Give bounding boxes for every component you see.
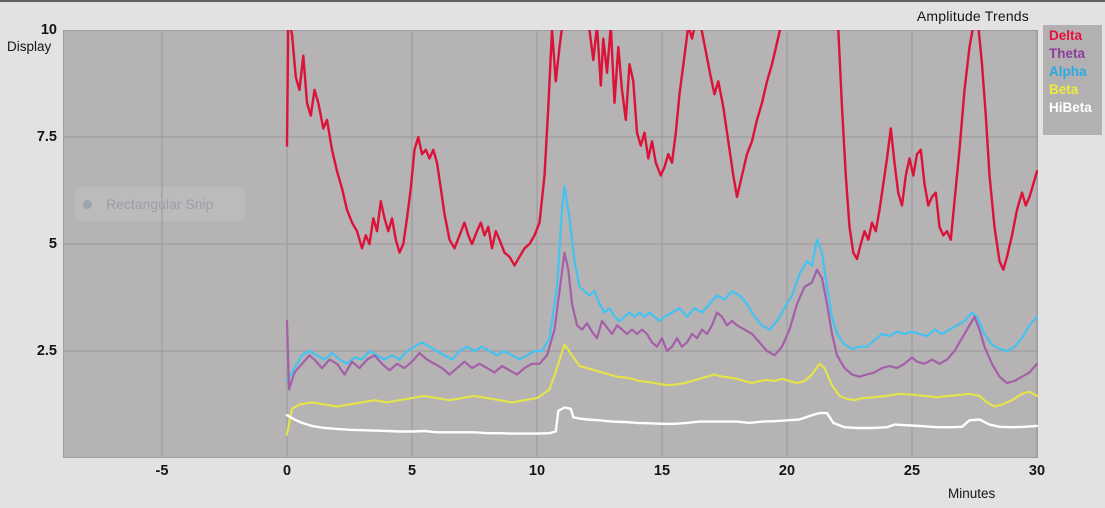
- x-tick-label: 20: [778, 463, 796, 479]
- legend-item-delta: Delta: [1049, 28, 1083, 43]
- snip-ghost-label: Rectangular Snip: [106, 196, 214, 212]
- x-tick-label: 25: [903, 463, 921, 479]
- legend-item-alpha: Alpha: [1049, 64, 1087, 79]
- x-axis-unit-label: Minutes: [948, 486, 996, 501]
- x-tick-label: 15: [653, 463, 671, 479]
- x-tick-label: 10: [528, 463, 546, 479]
- y-axis-unit-label: Display: [7, 39, 52, 54]
- legend-item-theta: Theta: [1049, 46, 1086, 61]
- trend-line-hibeta: [285, 406, 1038, 435]
- trend-plot-svg: [63, 30, 1038, 458]
- x-tick-label: 30: [1028, 463, 1046, 479]
- x-tick-label: 0: [282, 463, 292, 479]
- snip-ghost-dot-icon: [83, 199, 92, 209]
- y-tick-label: 10: [40, 22, 57, 38]
- trend-line-alpha: [285, 185, 1038, 383]
- x-tick-label: -5: [155, 463, 169, 479]
- trend-line-theta: [285, 251, 1038, 391]
- y-tick-label: 2.5: [36, 343, 57, 359]
- trend-line-beta: [285, 343, 1038, 436]
- legend-item-hibeta: HiBeta: [1049, 100, 1092, 115]
- chart-title: Amplitude Trends: [916, 8, 1029, 24]
- y-tick-label: 5: [48, 236, 57, 252]
- legend-item-beta: Beta: [1049, 82, 1079, 97]
- legend-panel: Delta Theta Alpha Beta HiBeta: [1043, 25, 1102, 135]
- y-tick-label: 7.5: [36, 129, 57, 145]
- trend-line-delta: [285, 30, 1038, 271]
- plot-area: Rectangular Snip: [63, 30, 1038, 458]
- snip-tool-ghost-overlay: Rectangular Snip: [75, 187, 245, 221]
- x-tick-label: 5: [407, 463, 417, 479]
